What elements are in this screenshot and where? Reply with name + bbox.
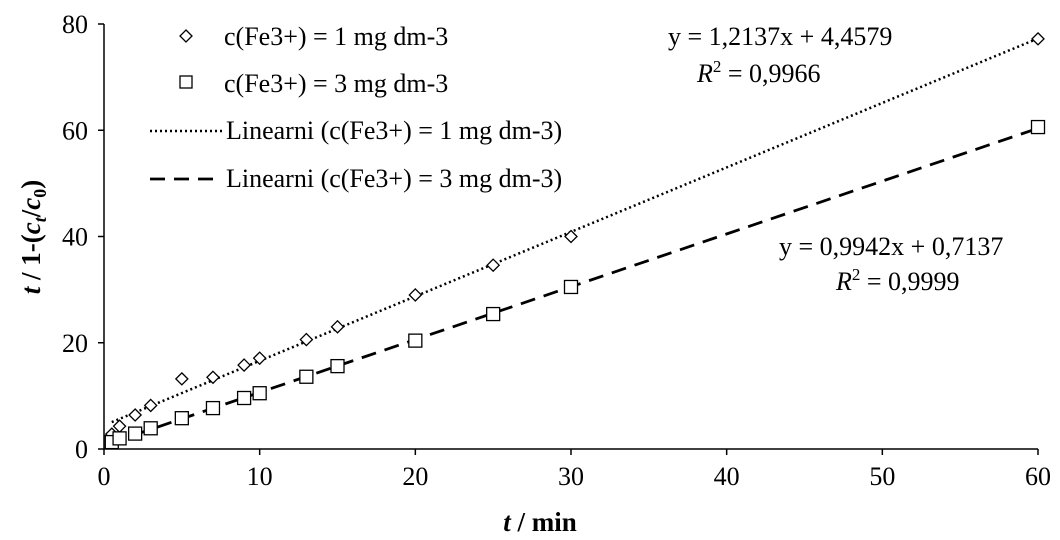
x-tick-label: 10 <box>247 462 273 491</box>
legend-square-marker <box>179 75 193 89</box>
series-1-point <box>206 370 220 385</box>
y-tick-label: 20 <box>62 329 88 358</box>
x-tick-label: 30 <box>558 462 584 491</box>
legend-label-series-2: c(Fe3+) = 3 mg dm-3 <box>224 69 448 98</box>
series-1-point <box>237 358 252 372</box>
x-tick-label: 40 <box>714 462 740 491</box>
series-1-point <box>128 408 143 422</box>
series-1-point <box>299 332 314 347</box>
series-2-point <box>174 411 189 426</box>
series-2-point <box>1030 119 1046 135</box>
series-2-point <box>299 369 314 384</box>
legend-item-trend-2: Linearni (c(Fe3+) = 3 mg dm-3) <box>150 164 562 193</box>
x-axis-ticks: 0 10 20 30 40 50 60 <box>98 449 1051 491</box>
y-axis-title: t / 1-(ct/c0) <box>16 180 50 295</box>
series-2-point <box>205 400 221 416</box>
trend-1-r-squared: R2 = 0,9966 <box>696 57 821 88</box>
legend-item-series-2: c(Fe3+) = 3 mg dm-3 <box>179 69 448 98</box>
legend-item-series-1: c(Fe3+) = 1 mg dm-3 <box>179 22 448 51</box>
data-points <box>104 31 1046 450</box>
series-2-point <box>236 390 252 406</box>
x-tick-label: 50 <box>869 462 895 491</box>
legend-label-series-1: c(Fe3+) = 1 mg dm-3 <box>224 22 448 51</box>
trend-1-equation: y = 1,2137x + 4,4579 <box>668 22 892 51</box>
trend-2-equation: y = 0,9942x + 0,7137 <box>779 232 1003 261</box>
legend-label-trend-1: Linearni (c(Fe3+) = 1 mg dm-3) <box>226 116 562 145</box>
y-tick-label: 60 <box>62 116 88 145</box>
series-1-point <box>330 319 345 334</box>
series-1-point <box>112 419 127 434</box>
x-tick-label: 20 <box>402 462 428 491</box>
trendline-1 <box>111 37 1039 424</box>
series-2-point <box>127 426 143 441</box>
series-1-point <box>408 288 423 302</box>
x-tick-label: 60 <box>1025 462 1051 491</box>
legend: c(Fe3+) = 1 mg dm-3 c(Fe3+) = 3 mg dm-3 … <box>150 22 562 193</box>
series-1-point <box>252 351 267 366</box>
y-axis-ticks: 0 20 40 60 80 <box>62 10 104 464</box>
legend-label-trend-2: Linearni (c(Fe3+) = 3 mg dm-3) <box>226 164 562 193</box>
x-axis-title: t / min <box>503 507 577 537</box>
trend-2-r-squared: R2 = 0,9999 <box>835 265 960 296</box>
series-2-point <box>252 386 267 401</box>
series-1-point <box>143 398 158 413</box>
y-tick-label: 0 <box>75 435 88 464</box>
legend-item-trend-1: Linearni (c(Fe3+) = 1 mg dm-3) <box>150 116 562 145</box>
y-tick-label: 80 <box>62 10 88 39</box>
y-tick-label: 40 <box>62 223 88 252</box>
legend-diamond-marker <box>179 29 193 43</box>
series-2-point <box>112 431 127 446</box>
x-tick-label: 0 <box>98 462 111 491</box>
series-2-point <box>486 306 501 322</box>
series-1-point <box>564 229 578 244</box>
series-2-point <box>563 279 579 295</box>
series-2-point <box>330 358 345 374</box>
series-1-point <box>174 371 189 386</box>
series-2-point <box>408 333 423 348</box>
series-1-point <box>1031 31 1045 46</box>
series-2-point <box>143 421 158 436</box>
series-1-point <box>486 258 501 273</box>
